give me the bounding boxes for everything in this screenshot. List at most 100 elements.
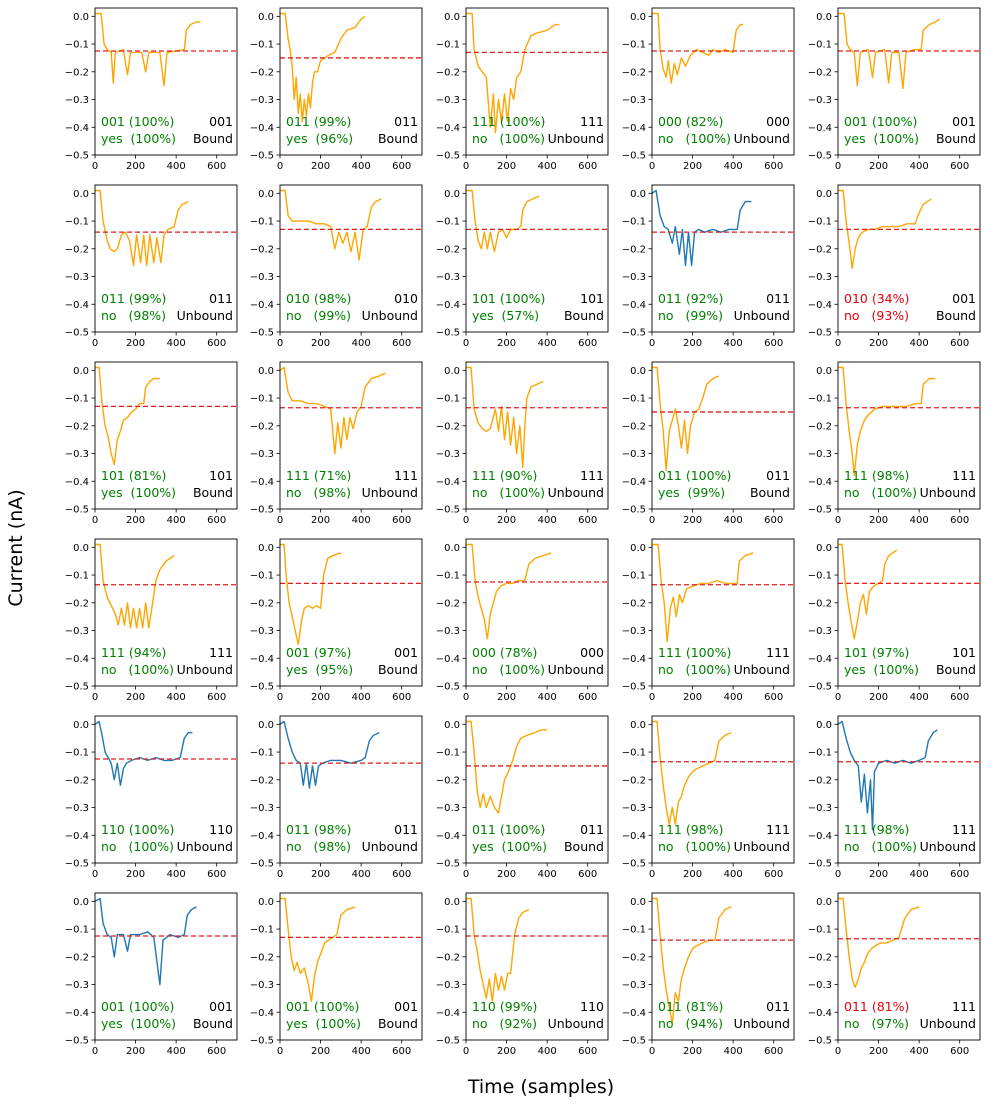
y-tick-label: −0.1 [622,571,646,582]
y-tick-label: 0.0 [630,897,646,908]
y-tick-label: −0.3 [622,272,646,283]
x-tick-label: 200 [869,515,888,526]
y-tick-label: −0.2 [808,244,832,255]
y-tick-label: −0.4 [622,300,646,311]
x-tick-label: 0 [463,1046,469,1057]
y-tick-label: −0.2 [808,421,832,432]
true-binding: Unbound [920,485,976,500]
true-binding: Unbound [920,1016,976,1031]
y-tick-label: −0.1 [808,748,832,759]
y-tick-label: −0.1 [250,925,274,936]
panel-5-5: 0 200 400 600 0.0 −0.1 −0.2 −0.3 −0.4 −0.5 111 (98… [808,715,981,880]
y-tick-label: −0.3 [250,95,274,106]
y-tick-label: −0.1 [436,40,460,51]
trace-line [94,897,197,986]
y-tick-label: 0.0 [258,12,274,23]
true-binding: Bound [193,485,233,500]
y-tick-label: −0.1 [808,217,832,228]
true-binding: Unbound [362,308,418,323]
x-tick-label: 200 [869,338,888,349]
true-binding: Unbound [548,131,604,146]
panel-frame [279,715,423,864]
y-tick-label: −0.5 [250,859,274,870]
trace-line [652,897,732,1025]
true-binding: Unbound [548,1016,604,1031]
trace-line [652,366,720,471]
predicted-binding: no (100%) [472,662,545,677]
y-tick-label: −0.4 [65,300,89,311]
panel-6-3: 0 200 400 600 0.0 −0.1 −0.2 −0.3 −0.4 −0.5 110 (99… [436,892,609,1057]
y-tick-label: −0.5 [808,682,832,693]
predicted-binding: yes (100%) [101,485,176,500]
x-tick-label: 0 [463,692,469,703]
x-tick-label: 600 [392,1046,411,1057]
predicted-binding: no (98%) [286,839,351,854]
panel-1-1: 0 200 400 600 0.0 −0.1 −0.2 −0.3 −0.4 −0.5 001 (10… [65,7,238,172]
y-tick-label: −0.1 [250,217,274,228]
y-tick-label: −0.5 [622,328,646,339]
x-tick-label: 0 [463,338,469,349]
x-tick-label: 600 [950,1046,969,1057]
x-tick-label: 0 [649,515,655,526]
y-tick-label: −0.2 [250,598,274,609]
predicted-binding: no (100%) [472,485,545,500]
y-tick-label: 0.0 [444,12,460,23]
y-tick-label: −0.5 [622,151,646,162]
y-tick-label: −0.1 [65,394,89,405]
y-tick-label: 0.0 [73,897,89,908]
y-tick-label: −0.4 [622,654,646,665]
true-binding: Unbound [548,662,604,677]
x-tick-label: 400 [352,869,371,880]
panel-frame [465,184,609,333]
y-tick-label: −0.5 [65,859,89,870]
x-tick-label: 600 [578,515,597,526]
panel-5-3: 0 200 400 600 0.0 −0.1 −0.2 −0.3 −0.4 −0.5 011 (10… [436,715,609,880]
x-tick-label: 0 [649,692,655,703]
predicted-binding: no (97%) [844,1016,909,1031]
x-tick-label: 400 [910,869,929,880]
y-tick-label: −0.2 [436,952,460,963]
predicted-binding: yes (96%) [286,131,353,146]
x-tick-label: 600 [392,338,411,349]
y-tick-label: 0.0 [816,543,832,554]
x-tick-label: 0 [649,161,655,172]
y-tick-label: −0.2 [250,775,274,786]
predicted-binding: yes (100%) [101,1016,176,1031]
true-binding: Bound [750,485,790,500]
x-tick-label: 400 [167,338,186,349]
x-tick-label: 600 [392,515,411,526]
y-tick-label: −0.3 [65,980,89,991]
true-binding: Unbound [734,131,790,146]
y-tick-label: −0.4 [436,300,460,311]
y-tick-label: −0.3 [65,626,89,637]
y-tick-label: −0.1 [436,925,460,936]
predicted-binding: no (100%) [844,485,917,500]
y-tick-label: −0.4 [65,831,89,842]
y-tick-label: −0.2 [250,952,274,963]
x-tick-label: 200 [497,692,516,703]
x-tick-label: 200 [869,1046,888,1057]
y-tick-label: −0.5 [622,1036,646,1047]
x-tick-label: 0 [92,338,98,349]
y-tick-label: −0.5 [436,328,460,339]
trace-line [280,12,366,123]
true-binding: Bound [193,1016,233,1031]
y-tick-label: −0.1 [622,40,646,51]
x-tick-label: 600 [764,692,783,703]
predicted-code: 011 (98%) [286,822,351,837]
true-code: 011 [580,822,604,837]
trace-line [95,189,189,267]
panel-frame [94,7,238,156]
predicted-binding: no (100%) [658,131,731,146]
predicted-code: 011 (100%) [658,468,731,483]
y-tick-label: −0.5 [622,682,646,693]
trace-line [279,366,386,455]
true-binding: Unbound [734,662,790,677]
true-code: 111 [394,468,418,483]
panel-frame [651,715,795,864]
predicted-binding: yes (100%) [101,131,176,146]
x-tick-label: 200 [311,515,330,526]
y-tick-label: −0.5 [65,1036,89,1047]
x-tick-label: 0 [92,515,98,526]
